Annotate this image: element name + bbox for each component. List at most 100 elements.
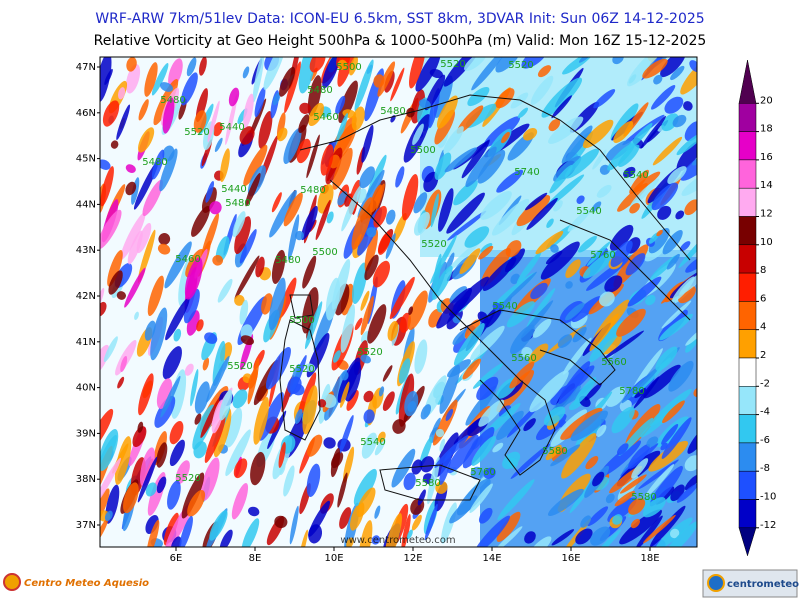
field-blob: [360, 290, 370, 311]
field-blob: [334, 283, 350, 316]
field-blob: [478, 245, 494, 260]
field-blob: [629, 203, 640, 214]
colorbar-label: 12: [760, 209, 773, 220]
field-blob: [470, 325, 505, 361]
field-blob: [108, 270, 123, 295]
field-blob: [274, 515, 288, 529]
field-blob: [661, 423, 679, 445]
field-blob: [617, 443, 629, 456]
contour-label: 5500: [289, 315, 314, 326]
field-blob: [272, 92, 281, 106]
field-blob: [214, 137, 223, 153]
field-blob: [469, 483, 493, 514]
field-blob: [271, 249, 286, 284]
field-blob: [582, 250, 616, 279]
field-blob: [601, 335, 622, 355]
field-blob: [571, 296, 602, 323]
field-blob: [640, 115, 666, 149]
field-blob: [123, 482, 139, 514]
contour-label: 5440: [221, 184, 246, 195]
field-blob: [150, 307, 168, 361]
field-blob: [685, 326, 697, 346]
field-blob: [118, 87, 126, 100]
field-blob: [473, 515, 510, 547]
field-blob: [287, 376, 302, 395]
contour-label: 5740: [514, 167, 539, 178]
field-blob: [190, 369, 199, 407]
field-blob: [651, 182, 679, 211]
field-blob: [502, 271, 537, 305]
field-blob: [424, 74, 446, 111]
field-blob: [653, 74, 663, 85]
field-blob: [225, 93, 238, 146]
field-blob: [651, 84, 676, 110]
field-blob: [298, 114, 310, 133]
field-blob: [341, 185, 362, 232]
field-blob: [629, 169, 649, 194]
field-blob: [645, 294, 656, 306]
colorbar-segment: [738, 187, 757, 217]
field-blob: [464, 226, 490, 248]
field-blob: [346, 537, 354, 547]
field-blob: [532, 318, 552, 338]
colorbar-segment: [738, 442, 757, 472]
field-blob: [547, 488, 584, 516]
lat-label: 47N: [76, 62, 96, 73]
field-blob: [284, 61, 301, 114]
contour-label: 5520: [440, 59, 465, 70]
field-blob: [545, 250, 563, 265]
field-blob: [452, 315, 461, 324]
field-blob: [100, 57, 112, 103]
field-blob: [452, 328, 470, 345]
field-blob: [445, 408, 454, 421]
lat-label: 42N: [76, 291, 96, 302]
lon-label: 6E: [170, 553, 183, 564]
field-blob: [557, 334, 573, 348]
field-blob: [676, 140, 697, 172]
field-blob: [134, 311, 139, 320]
field-blob: [494, 526, 523, 547]
field-blob: [245, 172, 261, 207]
field-blob: [443, 126, 464, 154]
field-blob: [287, 214, 300, 261]
field-blob: [193, 441, 207, 459]
field-blob: [382, 365, 393, 382]
field-blob: [315, 199, 331, 241]
field-blob: [294, 408, 303, 425]
contour-label: 5480: [275, 255, 300, 266]
field-blob: [576, 195, 585, 204]
field-blob: [110, 140, 119, 149]
field-blob: [120, 355, 128, 373]
field-blob: [191, 205, 211, 237]
field-blob: [351, 197, 374, 250]
field-blob: [428, 88, 440, 129]
lat-label: 43N: [76, 245, 96, 256]
field-blob: [592, 149, 607, 170]
field-blob: [661, 417, 692, 459]
colorbar-label: -4: [760, 407, 770, 418]
field-blob: [476, 376, 499, 401]
field-blob: [142, 179, 163, 217]
field-blob: [354, 59, 374, 112]
field-blob: [550, 244, 559, 253]
field-blob: [401, 513, 411, 547]
field-blob: [239, 126, 255, 145]
field-blob: [170, 536, 182, 547]
field-blob: [545, 444, 562, 461]
field-blob: [472, 363, 504, 389]
lon-label: 16E: [561, 553, 580, 564]
field-blob: [415, 57, 441, 92]
field-blob: [435, 480, 448, 494]
field-blob: [382, 391, 395, 411]
field-blob: [240, 335, 254, 346]
field-blob: [649, 465, 683, 507]
field-blob: [551, 95, 572, 119]
field-blob: [546, 218, 554, 229]
field-blob: [671, 276, 695, 303]
field-blob: [268, 277, 286, 331]
field-blob: [582, 119, 614, 149]
field-blob: [193, 110, 207, 133]
field-blob: [181, 472, 205, 519]
field-blob: [304, 301, 323, 350]
field-blob: [523, 128, 538, 141]
